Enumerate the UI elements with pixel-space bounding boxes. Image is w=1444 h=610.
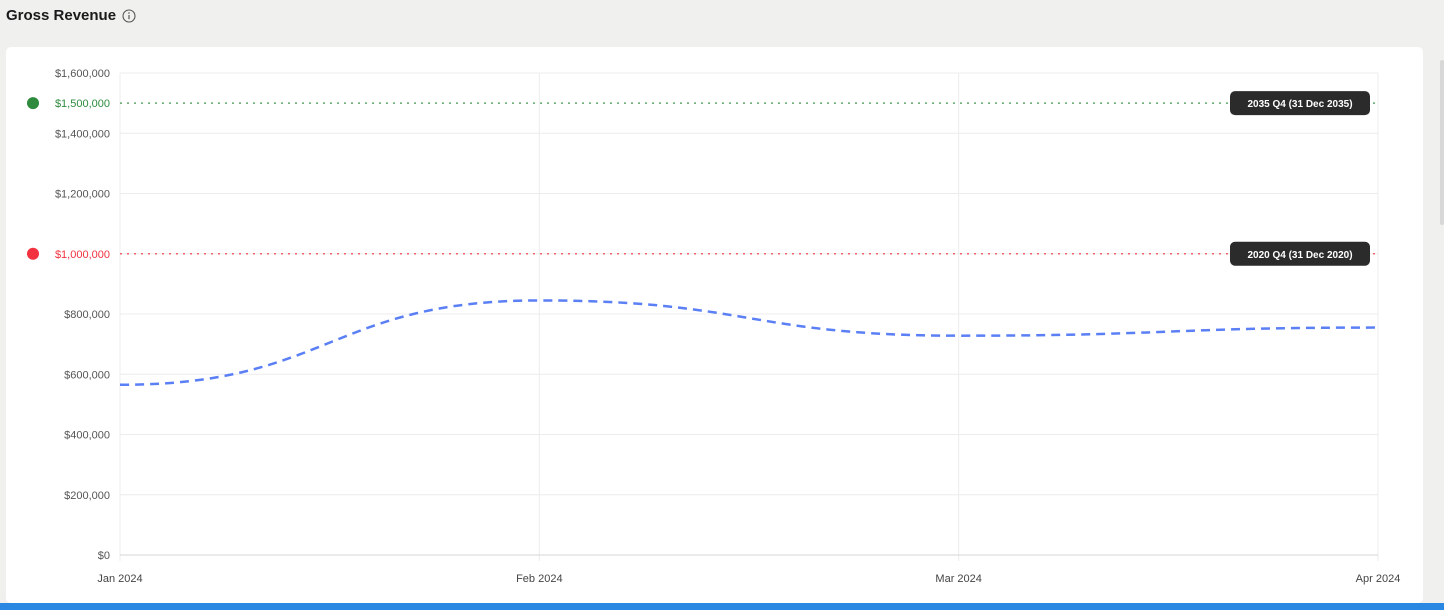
data-point[interactable] <box>116 381 124 389</box>
x-tick-label: Apr 2024 <box>1356 573 1401 585</box>
x-tick-label: Jan 2024 <box>97 573 142 585</box>
info-circle-icon[interactable] <box>122 8 136 23</box>
y-tick-label: $1,400,000 <box>55 128 110 140</box>
data-point[interactable] <box>535 296 543 304</box>
chart-header: Gross Revenue <box>6 7 136 24</box>
y-tick-label: $1,200,000 <box>55 189 110 201</box>
data-point[interactable] <box>1374 324 1382 332</box>
data-point[interactable] <box>955 332 963 340</box>
reference-tag-label: 2020 Q4 (31 Dec 2020) <box>1247 250 1352 261</box>
y-tick-label: $600,000 <box>64 369 110 381</box>
chart-title: Gross Revenue <box>6 7 117 24</box>
chart-card: $0 $200,000 $400,000 $600,000 $800,000 $1,200… <box>6 47 1423 603</box>
x-tick-label: Feb 2024 <box>516 573 562 585</box>
x-tick-label: Mar 2024 <box>935 573 981 585</box>
y-tick-label: $0 <box>98 550 110 562</box>
reference-tag <box>1230 241 1370 266</box>
revenue-line-chart: $0 $200,000 $400,000 $600,000 $800,000 $1,200… <box>27 68 1401 585</box>
reference-marker-dot <box>27 247 39 260</box>
y-tick-label: $400,000 <box>64 430 110 442</box>
y-tick-label: $800,000 <box>64 309 110 321</box>
reference-tag-label: 2035 Q4 (31 Dec 2035) <box>1247 99 1352 110</box>
bottom-accent-bar <box>0 603 1444 610</box>
reference-value-label: $1,000,000 <box>55 249 110 261</box>
reference-value-label: $1,500,000 <box>55 98 110 110</box>
y-tick-label: $1,600,000 <box>55 68 110 80</box>
series-line <box>119 299 1379 387</box>
reference-marker-dot <box>27 97 39 110</box>
reference-tag <box>1230 91 1370 116</box>
scrollbar[interactable] <box>1440 60 1444 225</box>
y-tick-label: $200,000 <box>64 490 110 502</box>
